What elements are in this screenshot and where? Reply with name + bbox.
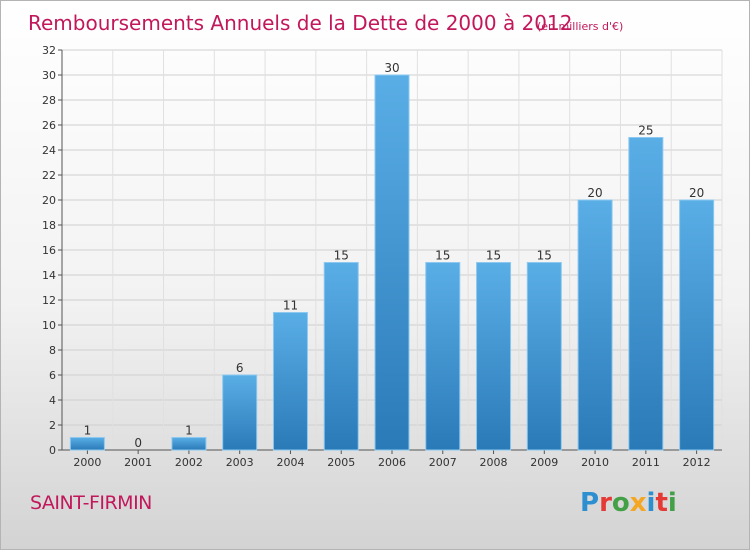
y-tick-label: 22: [42, 169, 56, 182]
x-tick-label: 2001: [124, 456, 152, 469]
data-label-2011: 25: [638, 124, 653, 138]
x-tick-label: 2009: [530, 456, 558, 469]
y-tick-label: 28: [42, 94, 56, 107]
x-tick-label: 2007: [429, 456, 457, 469]
data-label-2007: 15: [435, 249, 450, 263]
y-tick-label: 10: [42, 319, 56, 332]
brand-letter: P: [580, 488, 600, 518]
brand-letter: x: [629, 488, 647, 518]
x-tick-label: 2000: [73, 456, 101, 469]
bar-2009: [526, 262, 562, 451]
y-tick-label: 6: [49, 369, 56, 382]
data-label-2006: 30: [384, 61, 399, 75]
data-label-2000: 1: [84, 424, 92, 438]
x-tick-label: 2004: [276, 456, 304, 469]
chart-title: Remboursements Annuels de la Dette de 20…: [28, 11, 572, 35]
x-tick-label: 2002: [175, 456, 203, 469]
x-tick-label: 2006: [378, 456, 406, 469]
bar-2011: [628, 137, 664, 451]
data-label-2009: 15: [537, 249, 552, 263]
bar-2005: [323, 262, 359, 451]
data-label-2005: 15: [334, 249, 349, 263]
y-tick-label: 0: [49, 444, 56, 457]
brand-letter: t: [655, 488, 668, 518]
bar-2007: [425, 262, 461, 451]
brand-letter: o: [611, 488, 630, 518]
y-tick-label: 16: [42, 244, 56, 257]
bar-2012: [679, 199, 715, 451]
data-label-2010: 20: [587, 186, 602, 200]
label-layer: 1 0 1 6 11 15 30 15 15 15 20 25 20: [84, 61, 705, 450]
data-label-2012: 20: [689, 186, 704, 200]
bar-2008: [476, 262, 512, 451]
bar-2002: [171, 437, 207, 451]
x-tick-label: 2005: [327, 456, 355, 469]
x-tick-label: 2010: [581, 456, 609, 469]
bar-2004: [272, 312, 308, 451]
bar-2010: [577, 199, 613, 451]
y-tick-label: 2: [49, 419, 56, 432]
y-tick-label: 24: [42, 144, 56, 157]
y-tick-label: 32: [42, 44, 56, 57]
bar-2000: [69, 437, 105, 451]
y-tick-label: 20: [42, 194, 56, 207]
chart-subtitle: (en milliers d'€): [537, 20, 623, 33]
y-tick-label: 4: [49, 394, 56, 407]
y-tick-label: 14: [42, 269, 56, 282]
data-label-2004: 11: [283, 299, 298, 313]
y-tick-label: 8: [49, 344, 56, 357]
x-tick-label: 2011: [632, 456, 660, 469]
y-tick-label: 12: [42, 294, 56, 307]
y-tick-label: 30: [42, 69, 56, 82]
x-tick-label: 2003: [226, 456, 254, 469]
bar-layer: [69, 74, 715, 451]
brand-letter: r: [599, 488, 612, 518]
bar-2003: [222, 374, 258, 451]
place-name: SAINT-FIRMIN: [30, 492, 152, 514]
data-label-2001: 0: [134, 436, 142, 450]
y-tick-label: 26: [42, 119, 56, 132]
bar-2006: [374, 74, 410, 451]
x-tick-label: 2012: [683, 456, 711, 469]
data-label-2002: 1: [185, 424, 193, 438]
y-tick-label: 18: [42, 219, 56, 232]
data-label-2003: 6: [236, 361, 244, 375]
data-label-2008: 15: [486, 249, 501, 263]
brand-letter: i: [646, 488, 656, 518]
brand-letter: i: [667, 488, 677, 518]
x-tick-label: 2008: [480, 456, 508, 469]
brand-logo: Proxiti: [580, 488, 677, 518]
